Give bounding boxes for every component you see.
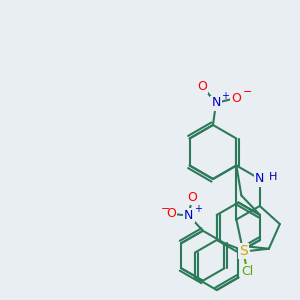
Text: S: S [239,244,248,258]
Text: +: + [194,204,202,214]
Text: O: O [231,92,241,104]
Text: Cl: Cl [241,265,254,278]
Text: H: H [269,172,277,182]
Text: +: + [221,91,229,101]
Text: N: N [255,172,265,185]
Text: O: O [187,191,197,204]
Text: −: − [243,87,252,97]
Text: O: O [197,80,207,92]
Text: −: − [161,204,170,214]
Text: O: O [166,207,176,220]
Text: N: N [184,209,194,222]
Text: N: N [211,97,221,110]
